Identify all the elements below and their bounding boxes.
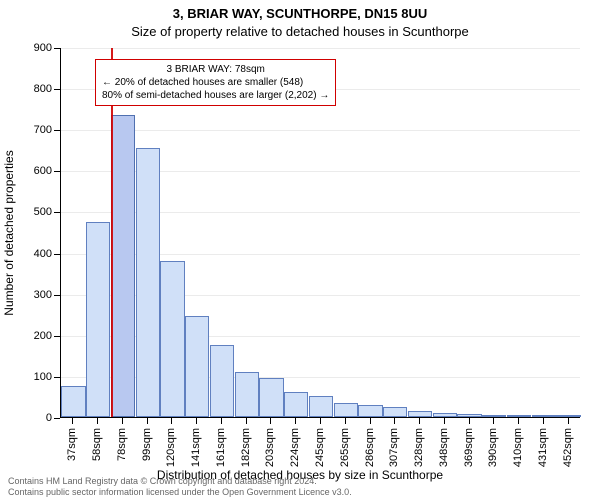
grid-line bbox=[61, 130, 580, 131]
histogram-bar bbox=[408, 411, 432, 417]
x-tick bbox=[221, 418, 222, 424]
x-tick-label: 328sqm bbox=[413, 428, 425, 467]
y-tick bbox=[54, 418, 60, 419]
x-tick bbox=[72, 418, 73, 424]
x-tick bbox=[320, 418, 321, 424]
y-tick bbox=[54, 171, 60, 172]
histogram-bar bbox=[235, 372, 259, 417]
annotation-line-3: 80% of semi-detached houses are larger (… bbox=[102, 89, 329, 102]
histogram-bar bbox=[284, 392, 308, 417]
histogram-bar bbox=[111, 115, 135, 417]
annotation-box: 3 BRIAR WAY: 78sqm ← 20% of detached hou… bbox=[95, 59, 336, 106]
y-tick-label: 600 bbox=[12, 165, 52, 177]
x-tick bbox=[345, 418, 346, 424]
x-tick-label: 161sqm bbox=[215, 428, 227, 467]
x-tick-label: 307sqm bbox=[388, 428, 400, 467]
histogram-bar bbox=[160, 261, 184, 417]
x-tick bbox=[518, 418, 519, 424]
x-tick-label: 78sqm bbox=[116, 428, 128, 461]
x-tick bbox=[444, 418, 445, 424]
histogram-bar bbox=[507, 415, 531, 417]
annotation-line-2: ← 20% of detached houses are smaller (54… bbox=[102, 76, 329, 89]
x-tick-label: 37sqm bbox=[66, 428, 78, 461]
x-tick bbox=[171, 418, 172, 424]
x-tick bbox=[270, 418, 271, 424]
x-tick-label: 410sqm bbox=[512, 428, 524, 467]
x-tick bbox=[469, 418, 470, 424]
x-tick-label: 58sqm bbox=[91, 428, 103, 461]
y-tick-label: 0 bbox=[12, 412, 52, 424]
x-tick bbox=[493, 418, 494, 424]
footer-line-2: Contains public sector information licen… bbox=[8, 487, 352, 498]
histogram-bar bbox=[61, 386, 85, 417]
x-tick-label: 224sqm bbox=[289, 428, 301, 467]
x-tick-label: 431sqm bbox=[537, 428, 549, 467]
x-tick bbox=[97, 418, 98, 424]
y-tick-label: 200 bbox=[12, 330, 52, 342]
x-tick bbox=[295, 418, 296, 424]
y-tick bbox=[54, 377, 60, 378]
y-tick-label: 300 bbox=[12, 289, 52, 301]
x-tick-label: 141sqm bbox=[190, 428, 202, 467]
histogram-bar bbox=[433, 413, 457, 417]
chart-title-main: 3, BRIAR WAY, SCUNTHORPE, DN15 8UU bbox=[0, 6, 600, 21]
x-tick-label: 348sqm bbox=[438, 428, 450, 467]
x-tick-label: 265sqm bbox=[339, 428, 351, 467]
x-tick bbox=[543, 418, 544, 424]
x-tick bbox=[419, 418, 420, 424]
chart-title-sub: Size of property relative to detached ho… bbox=[0, 24, 600, 39]
chart-container: 3, BRIAR WAY, SCUNTHORPE, DN15 8UU Size … bbox=[0, 0, 600, 500]
x-tick-label: 99sqm bbox=[141, 428, 153, 461]
y-tick-label: 800 bbox=[12, 83, 52, 95]
x-tick bbox=[196, 418, 197, 424]
x-tick bbox=[246, 418, 247, 424]
x-tick bbox=[568, 418, 569, 424]
y-tick bbox=[54, 254, 60, 255]
y-tick bbox=[54, 336, 60, 337]
histogram-bar bbox=[532, 415, 556, 417]
y-tick-label: 700 bbox=[12, 124, 52, 136]
y-tick bbox=[54, 295, 60, 296]
histogram-bar bbox=[185, 316, 209, 417]
x-tick bbox=[394, 418, 395, 424]
x-tick-label: 286sqm bbox=[364, 428, 376, 467]
y-tick-label: 900 bbox=[12, 42, 52, 54]
y-tick bbox=[54, 89, 60, 90]
histogram-bar bbox=[334, 403, 358, 417]
histogram-bar bbox=[457, 414, 481, 417]
histogram-bar bbox=[383, 407, 407, 417]
histogram-bar bbox=[86, 222, 110, 417]
histogram-bar bbox=[556, 415, 580, 417]
histogram-bar bbox=[259, 378, 283, 417]
x-tick-label: 452sqm bbox=[562, 428, 574, 467]
y-tick bbox=[54, 48, 60, 49]
y-tick-label: 500 bbox=[12, 206, 52, 218]
y-tick-label: 100 bbox=[12, 371, 52, 383]
histogram-bar bbox=[136, 148, 160, 417]
x-tick-label: 203sqm bbox=[264, 428, 276, 467]
y-tick bbox=[54, 130, 60, 131]
histogram-bar bbox=[210, 345, 234, 417]
y-tick-label: 400 bbox=[12, 248, 52, 260]
x-tick bbox=[147, 418, 148, 424]
x-tick-label: 182sqm bbox=[240, 428, 252, 467]
y-tick bbox=[54, 212, 60, 213]
x-tick-label: 390sqm bbox=[487, 428, 499, 467]
x-tick-label: 120sqm bbox=[165, 428, 177, 467]
histogram-bar bbox=[482, 415, 506, 417]
footer-attribution: Contains HM Land Registry data © Crown c… bbox=[8, 476, 352, 498]
annotation-line-1: 3 BRIAR WAY: 78sqm bbox=[102, 63, 329, 76]
footer-line-1: Contains HM Land Registry data © Crown c… bbox=[8, 476, 352, 487]
x-tick-label: 369sqm bbox=[463, 428, 475, 467]
x-tick bbox=[370, 418, 371, 424]
x-tick-label: 245sqm bbox=[314, 428, 326, 467]
histogram-bar bbox=[309, 396, 333, 417]
histogram-bar bbox=[358, 405, 382, 417]
grid-line bbox=[61, 48, 580, 49]
x-tick bbox=[122, 418, 123, 424]
